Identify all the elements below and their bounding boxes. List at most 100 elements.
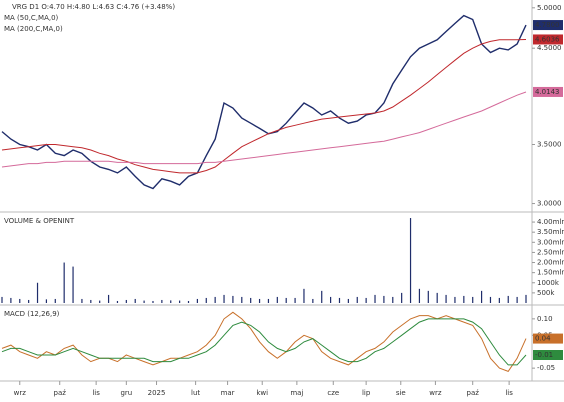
series-line [1, 39, 527, 174]
volume-bar [418, 288, 421, 303]
x-tick-label: kwi [256, 389, 268, 397]
volume-bar [347, 298, 349, 303]
value-badge [533, 20, 563, 31]
volume-bar [116, 300, 119, 303]
value-badge [533, 34, 563, 45]
value-badge-label: 4.6036 [535, 35, 560, 43]
volume-bar [409, 218, 412, 303]
volume-bar [72, 266, 74, 303]
y-tick-label: 3.0000 [537, 200, 562, 208]
volume-bar [392, 296, 394, 303]
volume-bar [285, 297, 287, 303]
volume-bar [63, 262, 65, 303]
volume-bar [205, 297, 207, 303]
y-tick-label: 3.5000 [537, 140, 562, 148]
volume-bar [445, 294, 447, 303]
volume-bar [294, 297, 296, 303]
volume-bar [267, 298, 270, 303]
volume-bar [223, 294, 225, 303]
volume-bar [99, 300, 101, 303]
volume-bar [436, 292, 438, 303]
y-tick-label: 2.00mln [537, 259, 564, 267]
volume-bar [134, 298, 136, 303]
volume-bar [161, 299, 163, 303]
volume-bar [365, 297, 367, 303]
y-tick-label: 1000k [537, 279, 560, 287]
volume-bar [463, 295, 465, 303]
x-tick-label: lip [362, 389, 371, 397]
volume-bar [36, 282, 39, 303]
legend-entry: MA (200,C,MA,0) [4, 25, 63, 33]
volume-bar [498, 297, 500, 303]
volume-bar [179, 300, 181, 303]
volume-bar [321, 290, 323, 303]
y-tick-label: 0.10 [537, 315, 553, 323]
volume-bar [19, 298, 21, 303]
volume-bar [81, 298, 83, 303]
volume-bar [1, 296, 3, 303]
volume-bar [480, 290, 483, 303]
value-badge-label: 4.7800 [535, 21, 560, 29]
x-tick-label: lis [92, 389, 100, 397]
volume-bar [152, 300, 154, 303]
panel-title: VOLUME & OPENINT [4, 217, 75, 225]
series-line [1, 14, 527, 190]
y-tick-label: 5.0000 [537, 4, 562, 12]
volume-bar [143, 300, 145, 303]
x-tick-label: cze [327, 389, 339, 397]
volume-bar [276, 296, 278, 303]
volume-bar [303, 288, 305, 303]
volume-bar [170, 300, 172, 303]
panel-title: MACD (12,26,9) [4, 310, 60, 318]
x-tick-label: mar [221, 389, 235, 397]
y-tick-label: 4.00mln [537, 218, 564, 226]
x-tick-label: paź [54, 389, 67, 397]
x-tick-label: gru [120, 389, 132, 397]
y-tick-label: 3.00mln [537, 238, 564, 246]
volume-bar [516, 296, 518, 303]
volume-bar [401, 292, 403, 303]
volume-bar [232, 295, 234, 303]
series-line [1, 91, 527, 168]
volume-bar [338, 297, 341, 303]
series-line [1, 311, 527, 373]
y-tick-label: 4.5000 [537, 44, 562, 52]
x-tick-label: wrz [429, 389, 442, 397]
y-tick-label: 2.50mln [537, 248, 564, 256]
y-tick-label: 500k [537, 289, 555, 297]
value-badge-label: -0.01 [535, 351, 553, 359]
volume-bar [125, 299, 127, 303]
volume-bar [312, 298, 314, 303]
volume-bar [383, 295, 385, 303]
volume-bar [187, 300, 190, 303]
x-tick-label: 2025 [148, 389, 166, 397]
volume-bar [90, 299, 92, 303]
value-badge [533, 86, 563, 97]
x-tick-label: lut [191, 389, 200, 397]
volume-bar [196, 298, 198, 303]
value-badge [533, 333, 563, 344]
y-tick-label: 1.50mln [537, 269, 564, 277]
value-badge-label: 4.0143 [535, 88, 560, 96]
x-tick-label: maj [290, 389, 303, 397]
legend-entry: VRG D1 O:4.70 H:4.80 L:4.63 C:4.76 (+3.4… [12, 3, 175, 11]
volume-bar [454, 296, 456, 303]
volume-bar [214, 296, 216, 303]
x-tick-label: wrz [14, 389, 27, 397]
volume-bar [241, 296, 243, 303]
y-tick-label: 3.50mln [537, 228, 564, 236]
x-tick-label: paź [467, 389, 480, 397]
y-tick-label: -0.05 [537, 364, 555, 372]
legend-entry: MA (50,C,MA,0) [4, 14, 59, 22]
volume-bar [427, 290, 429, 303]
series-line [1, 318, 527, 366]
volume-bar [356, 296, 358, 303]
volume-bar [258, 298, 261, 303]
volume-bar [472, 296, 474, 303]
volume-bar [54, 298, 56, 303]
volume-bar [28, 299, 30, 303]
volume-bar [107, 294, 110, 303]
volume-bar [374, 294, 376, 303]
